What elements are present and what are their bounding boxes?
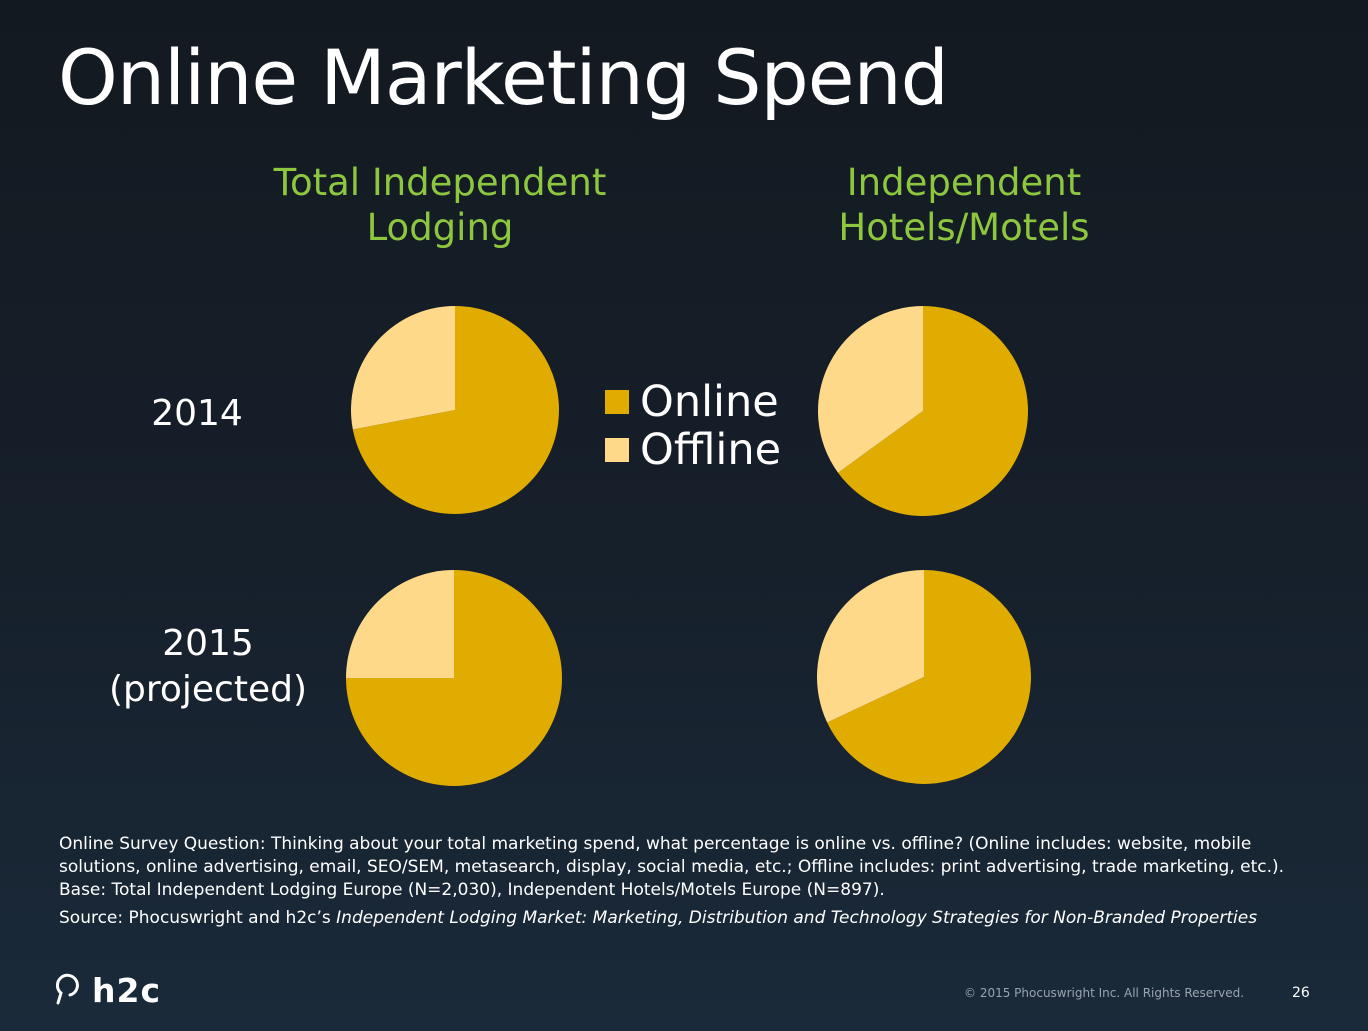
- pie-slice-offline: [351, 306, 455, 430]
- source-report-title: Independent Lodging Market: Marketing, D…: [336, 908, 1258, 928]
- slide-title: Online Marketing Spend: [58, 33, 949, 122]
- page-number: 26: [1292, 985, 1310, 1001]
- source-citation: Source: Phocuswright and h2c’s Independe…: [59, 907, 1349, 930]
- row-label-2015-projected: 2015 (projected): [78, 621, 338, 713]
- speech-bubble-icon: [55, 973, 79, 1005]
- pie-slice-offline: [818, 306, 923, 473]
- column-header-line: Total Independent: [273, 161, 607, 204]
- source-prefix: Source: Phocuswright and h2c’s: [59, 908, 337, 928]
- legend-item-online: Online: [605, 378, 781, 426]
- pie-chart-total-lodging-2015: [346, 570, 562, 786]
- survey-footnote: Online Survey Question: Thinking about y…: [59, 834, 1285, 900]
- row-label-line: 2015: [162, 623, 254, 664]
- legend-swatch-online: [605, 390, 629, 414]
- row-label-line: (projected): [108, 669, 308, 710]
- pie-chart-total-lodging-2014: [351, 306, 559, 514]
- column-header-independent-hotels-motels: Independent Hotels/Motels: [774, 160, 1154, 250]
- chart-legend: Online Offline: [605, 378, 781, 474]
- pie-slice-offline: [346, 570, 454, 678]
- column-header-total-independent-lodging: Total Independent Lodging: [250, 160, 630, 250]
- logo-wordmark: h2c: [92, 970, 162, 1010]
- column-header-line: Lodging: [366, 206, 514, 249]
- legend-label: Offline: [640, 425, 782, 475]
- pie-slice-online: [838, 306, 1028, 516]
- pie-slice-offline: [817, 570, 924, 723]
- row-label-2014: 2014: [67, 391, 327, 437]
- legend-item-offline: Offline: [605, 426, 781, 474]
- pie-slice-online: [827, 570, 1031, 784]
- h2c-logo: h2c: [52, 970, 161, 1010]
- legend-swatch-offline: [605, 438, 629, 462]
- column-header-line: Hotels/Motels: [838, 206, 1090, 249]
- copyright-notice: © 2015 Phocuswright Inc. All Rights Rese…: [964, 986, 1245, 1000]
- legend-label: Online: [640, 377, 779, 427]
- pie-chart-hotels-motels-2015: [817, 570, 1031, 784]
- pie-chart-hotels-motels-2014: [818, 306, 1028, 516]
- row-label-line: 2014: [151, 393, 243, 434]
- pie-slice-online: [352, 306, 559, 514]
- column-header-line: Independent: [846, 161, 1082, 204]
